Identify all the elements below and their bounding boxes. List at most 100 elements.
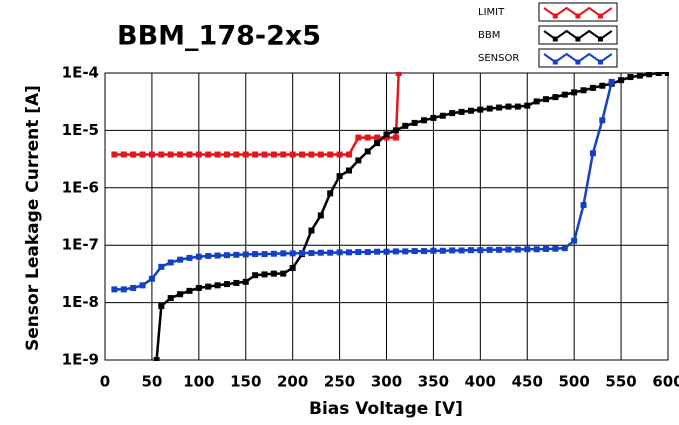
legend-box xyxy=(538,2,618,22)
x-tick-label: 300 xyxy=(371,373,402,391)
data-point xyxy=(270,151,277,158)
x-tick-label: 600 xyxy=(652,373,679,391)
data-point xyxy=(233,151,240,158)
data-point xyxy=(571,89,578,96)
legend-label: BBM xyxy=(478,30,500,41)
data-point xyxy=(139,282,146,289)
legend-marker xyxy=(598,36,603,42)
data-point xyxy=(214,151,221,158)
data-point xyxy=(374,248,381,255)
legend-box xyxy=(538,48,618,68)
legend-marker xyxy=(552,59,558,65)
data-point xyxy=(533,98,540,105)
data-point xyxy=(280,151,287,158)
legend-marker xyxy=(575,36,581,42)
data-point xyxy=(496,246,503,253)
data-point xyxy=(355,249,362,256)
data-point xyxy=(223,252,230,259)
data-point xyxy=(242,151,249,158)
data-point xyxy=(223,151,230,158)
x-tick-label: 350 xyxy=(418,373,449,391)
data-point xyxy=(514,103,521,110)
y-tick-label: 1E-8 xyxy=(62,293,99,311)
legend-marker xyxy=(552,13,558,19)
data-point xyxy=(383,248,390,255)
data-point xyxy=(336,249,343,256)
data-point xyxy=(233,279,240,286)
data-point xyxy=(158,151,165,158)
data-point xyxy=(111,286,118,293)
data-point xyxy=(186,254,193,261)
data-point xyxy=(120,151,127,158)
data-point xyxy=(252,272,259,279)
chart-title: BBM_178-2x5 xyxy=(117,21,321,52)
data-point xyxy=(252,151,259,158)
legend-marker xyxy=(552,36,558,42)
x-tick-label: 100 xyxy=(183,373,214,391)
x-axis-label: Bias Voltage [V] xyxy=(309,399,463,419)
data-point xyxy=(261,151,268,158)
data-point xyxy=(561,91,568,98)
data-point xyxy=(345,167,352,174)
data-point xyxy=(552,94,559,101)
data-point xyxy=(364,134,371,141)
data-point xyxy=(186,151,193,158)
legend-label: SENSOR xyxy=(478,53,519,64)
data-point xyxy=(242,251,249,258)
data-point xyxy=(486,105,493,112)
data-point xyxy=(533,246,540,253)
data-point xyxy=(392,134,399,141)
data-point xyxy=(636,72,643,79)
data-point xyxy=(402,122,409,129)
data-point xyxy=(552,245,559,252)
data-point xyxy=(589,84,596,91)
legend-marker xyxy=(575,13,581,19)
data-point xyxy=(223,281,230,288)
data-point xyxy=(280,270,287,277)
data-point xyxy=(524,246,531,253)
data-point xyxy=(148,151,155,158)
data-point xyxy=(130,151,137,158)
data-point xyxy=(477,247,484,254)
data-point xyxy=(345,249,352,256)
data-point xyxy=(589,150,596,157)
legend-box xyxy=(538,25,618,45)
data-point xyxy=(524,102,531,109)
data-point xyxy=(486,246,493,253)
data-point xyxy=(186,287,193,294)
data-point xyxy=(627,74,634,81)
data-point xyxy=(242,278,249,285)
data-point xyxy=(392,248,399,255)
data-point xyxy=(477,106,484,113)
data-point xyxy=(355,157,362,164)
data-point xyxy=(153,357,160,361)
data-point xyxy=(458,108,465,115)
data-point xyxy=(205,151,212,158)
data-point xyxy=(158,263,165,270)
data-point xyxy=(345,151,352,158)
data-point xyxy=(543,245,550,252)
data-point xyxy=(317,151,324,158)
data-point xyxy=(195,253,202,260)
legend-marker xyxy=(598,59,603,65)
data-point xyxy=(261,251,268,258)
data-point xyxy=(467,247,474,254)
data-point xyxy=(655,72,662,76)
data-point xyxy=(449,110,456,117)
data-point xyxy=(355,134,362,141)
x-tick-label: 400 xyxy=(465,373,496,391)
data-point xyxy=(580,202,587,209)
data-point xyxy=(195,151,202,158)
data-point xyxy=(608,78,615,85)
data-point xyxy=(252,251,259,258)
y-tick-label: 1E-7 xyxy=(62,236,99,254)
data-point xyxy=(289,265,296,272)
data-point xyxy=(270,270,277,277)
data-point xyxy=(364,249,371,256)
data-point xyxy=(496,104,503,111)
data-point xyxy=(308,151,315,158)
data-point xyxy=(205,283,212,290)
x-tick-label: 550 xyxy=(605,373,636,391)
data-point xyxy=(561,245,568,252)
data-point xyxy=(374,140,381,147)
